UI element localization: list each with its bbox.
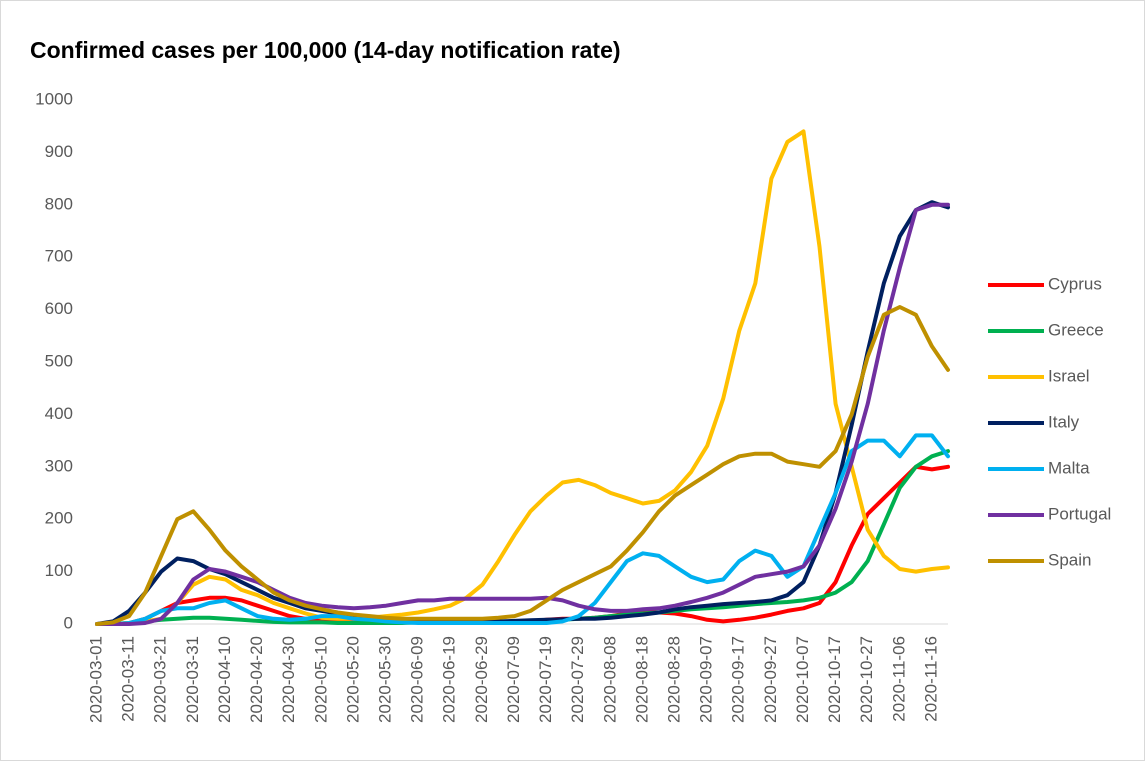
x-tick-label: 2020-08-18 (632, 636, 651, 723)
legend-label: Cyprus (1048, 274, 1102, 293)
x-tick-label: 2020-10-17 (825, 636, 844, 723)
y-tick-label: 300 (45, 456, 73, 475)
y-tick-label: 0 (64, 613, 73, 632)
x-tick-label: 2020-03-21 (151, 636, 170, 723)
y-tick-label: 200 (45, 509, 73, 528)
x-tick-label: 2020-06-09 (408, 636, 427, 723)
x-tick-label: 2020-10-27 (857, 636, 876, 723)
x-tick-label: 2020-04-20 (247, 636, 266, 723)
x-tick-label: 2020-06-29 (472, 636, 491, 723)
x-tick-label: 2020-05-20 (343, 636, 362, 723)
y-tick-label: 400 (45, 404, 73, 423)
y-tick-label: 700 (45, 247, 73, 266)
x-tick-label: 2020-08-28 (665, 636, 684, 723)
x-tick-label: 2020-03-01 (86, 636, 105, 723)
series-line (95, 305, 950, 626)
series-line (95, 129, 950, 626)
x-tick-label: 2020-06-19 (440, 636, 459, 723)
x-tick-label: 2020-11-16 (921, 636, 940, 722)
x-tick-label: 2020-07-29 (568, 636, 587, 723)
x-tick-label: 2020-05-10 (311, 636, 330, 723)
chart-title: Confirmed cases per 100,000 (14-day noti… (30, 37, 621, 63)
y-tick-label: 600 (45, 299, 73, 318)
legend-label: Portugal (1048, 504, 1111, 523)
x-tick-label: 2020-04-10 (215, 636, 234, 723)
x-tick-label: 2020-04-30 (279, 636, 298, 723)
x-tick-label: 2020-09-17 (729, 636, 748, 723)
y-tick-label: 800 (45, 194, 73, 213)
y-tick-label: 1000 (35, 89, 73, 108)
legend-label: Spain (1048, 550, 1091, 569)
x-tick-label: 2020-11-06 (889, 636, 908, 722)
legend-label: Israel (1048, 366, 1090, 385)
x-tick-label: 2020-08-08 (600, 636, 619, 723)
legend-label: Greece (1048, 320, 1104, 339)
x-tick-label: 2020-10-07 (793, 636, 812, 723)
x-tick-label: 2020-03-31 (183, 636, 202, 723)
y-tick-label: 500 (45, 351, 73, 370)
x-tick-label: 2020-07-09 (504, 636, 523, 723)
x-tick-label: 2020-05-30 (376, 636, 395, 723)
series-line (95, 200, 950, 626)
x-tick-label: 2020-09-27 (761, 636, 780, 723)
series-line (95, 202, 950, 626)
y-tick-label: 100 (45, 561, 73, 580)
y-tick-label: 900 (45, 142, 73, 161)
legend-label: Malta (1048, 458, 1090, 477)
legend-label: Italy (1048, 412, 1080, 431)
x-tick-label: 2020-07-19 (536, 636, 555, 723)
x-tick-label: 2020-09-07 (697, 636, 716, 723)
x-tick-label: 2020-03-11 (119, 636, 138, 722)
